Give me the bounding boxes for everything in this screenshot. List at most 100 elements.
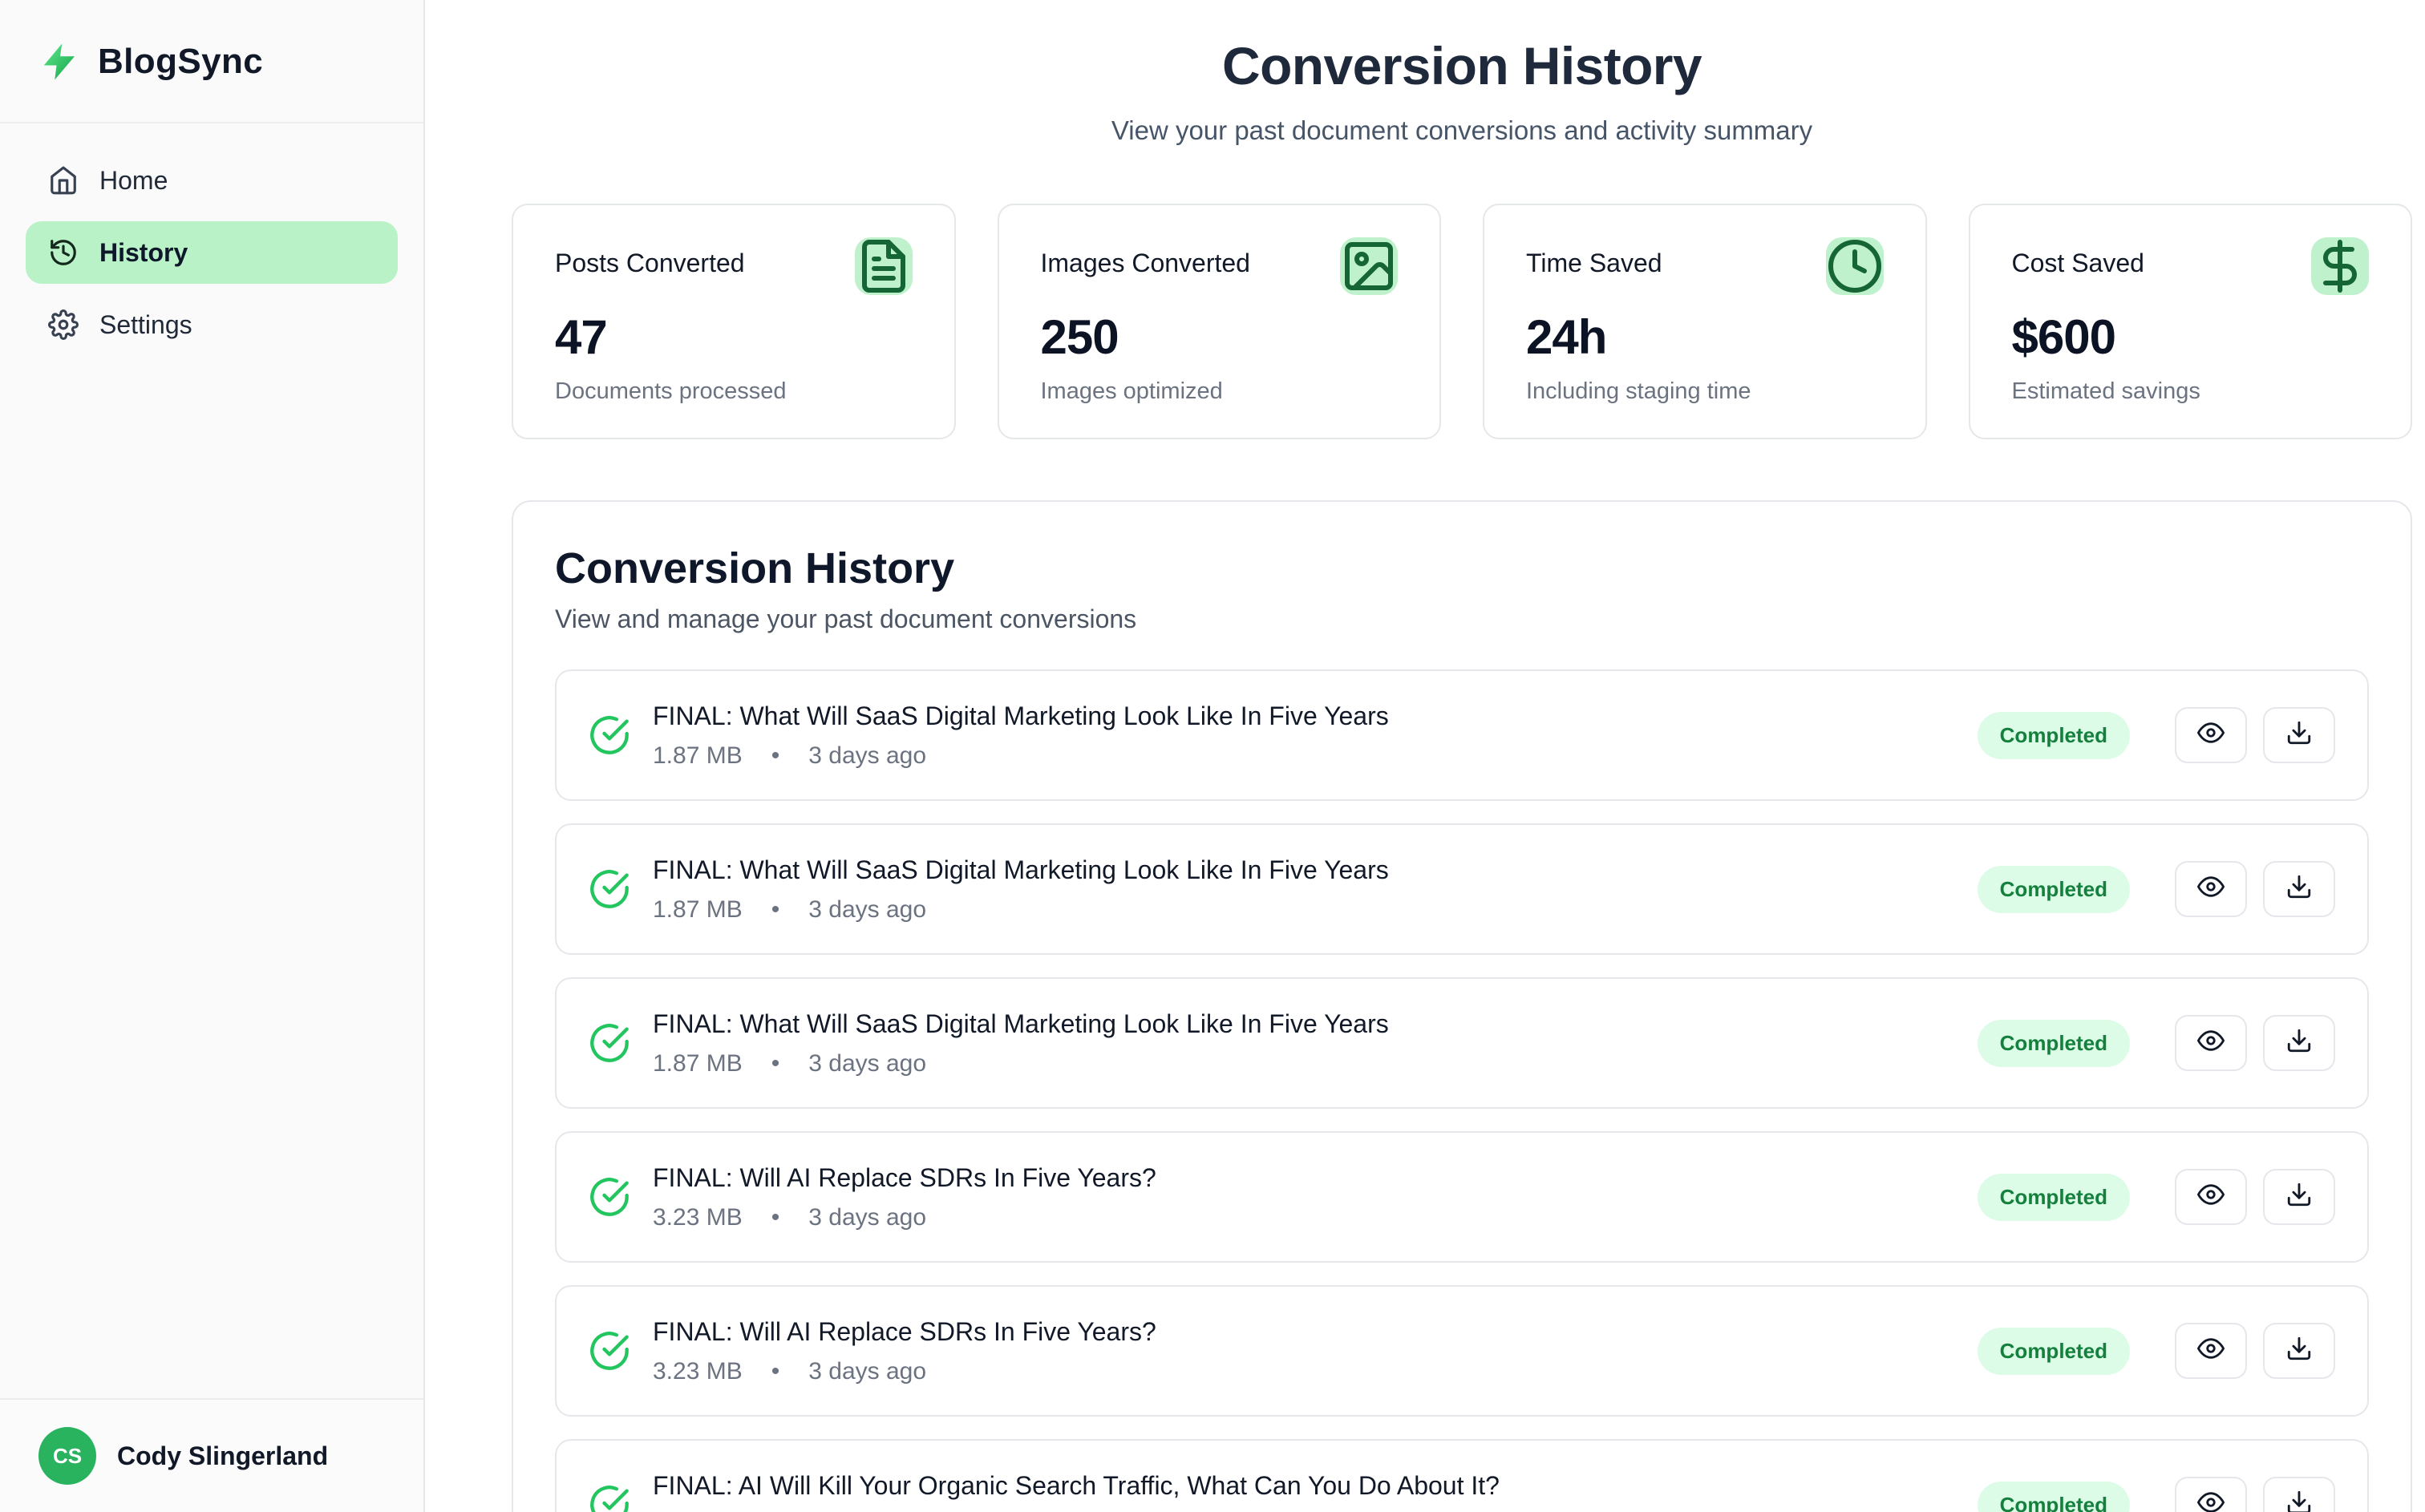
conversion-row: FINAL: What Will SaaS Digital Marketing … [555, 823, 2369, 955]
sidebar-item-label: Settings [99, 309, 192, 339]
download-icon [2285, 1027, 2313, 1060]
check-circle-icon [589, 1330, 630, 1372]
file-title: FINAL: What Will SaaS Digital Marketing … [653, 855, 1389, 884]
stat-label: Images Converted [1040, 249, 1250, 277]
panel-title: Conversion History [555, 544, 955, 592]
conversion-history-panel: Conversion History View and manage your … [512, 500, 2412, 1512]
download-icon [2285, 1335, 2313, 1368]
download-button[interactable] [2263, 1169, 2335, 1225]
conversion-row: FINAL: What Will SaaS Digital Marketing … [555, 669, 2369, 801]
settings-icon [48, 309, 79, 340]
file-time: 3 days ago [808, 1049, 927, 1077]
stat-label: Cost Saved [2011, 249, 2144, 277]
file-size: 1.87 MB [653, 1049, 743, 1077]
stat-card-posts-converted: Posts Converted 47 Documents processed [512, 204, 956, 439]
stat-value: 47 [555, 310, 608, 364]
sidebar-item-label: Home [99, 165, 168, 195]
file-time: 3 days ago [808, 742, 927, 769]
download-button[interactable] [2263, 707, 2335, 763]
user-name: Cody Slingerland [117, 1441, 329, 1470]
file-size: 1.87 MB [653, 895, 743, 923]
check-circle-icon [589, 1484, 630, 1512]
stat-label: Posts Converted [555, 249, 745, 277]
conversion-list: FINAL: What Will SaaS Digital Marketing … [555, 669, 2369, 1512]
clock-icon [1825, 237, 1884, 295]
file-title: FINAL: Will AI Replace SDRs In Five Year… [653, 1316, 1156, 1346]
stat-value: 24h [1526, 310, 1607, 364]
stat-description: Estimated savings [2011, 378, 2200, 404]
stats-row: Posts Converted 47 Documents processed I… [512, 204, 2412, 439]
download-button[interactable] [2263, 1477, 2335, 1512]
stat-description: Images optimized [1040, 378, 1223, 404]
conversion-row: FINAL: AI Will Kill Your Organic Search … [555, 1439, 2369, 1512]
sidebar-item-history[interactable]: History [26, 221, 398, 284]
stat-value: $600 [2011, 310, 2116, 364]
check-circle-icon [589, 1022, 630, 1064]
lightning-bolt-icon [38, 40, 82, 83]
view-button[interactable] [2175, 861, 2247, 917]
conversion-row: FINAL: What Will SaaS Digital Marketing … [555, 977, 2369, 1109]
sidebar-item-home[interactable]: Home [26, 149, 398, 212]
status-badge: Completed [1977, 1327, 2130, 1375]
view-button[interactable] [2175, 1477, 2247, 1512]
stat-card-time-saved: Time Saved 24h Including staging time [1483, 204, 1927, 439]
file-text-icon [854, 237, 913, 295]
file-time: 3 days ago [808, 1203, 927, 1231]
download-button[interactable] [2263, 1015, 2335, 1071]
page-subtitle: View your past document conversions and … [1111, 115, 1813, 145]
stat-label: Time Saved [1526, 249, 1662, 277]
view-button[interactable] [2175, 1323, 2247, 1379]
check-circle-icon [589, 1176, 630, 1218]
status-badge: Completed [1977, 1481, 2130, 1512]
file-size: 3.23 MB [653, 1357, 743, 1385]
eye-icon [2197, 1027, 2225, 1060]
file-time: 3 days ago [808, 1357, 927, 1385]
stat-card-cost-saved: Cost Saved $600 Estimated savings [1968, 204, 2412, 439]
download-icon [2285, 1181, 2313, 1214]
file-title: FINAL: What Will SaaS Digital Marketing … [653, 1009, 1389, 1038]
meta-bullet: • [771, 895, 780, 923]
download-icon [2285, 1489, 2313, 1512]
stat-card-images-converted: Images Converted 250 Images optimized [997, 204, 1441, 439]
meta-bullet: • [771, 1203, 780, 1231]
eye-icon [2197, 1181, 2225, 1214]
eye-icon [2197, 1335, 2225, 1368]
page-title: Conversion History [1222, 36, 1702, 95]
stat-description: Including staging time [1526, 378, 1751, 404]
app-logo: BlogSync [0, 0, 423, 123]
meta-bullet: • [771, 1357, 780, 1385]
download-button[interactable] [2263, 861, 2335, 917]
file-title: FINAL: AI Will Kill Your Organic Search … [653, 1470, 1500, 1500]
file-title: FINAL: What Will SaaS Digital Marketing … [653, 701, 1389, 730]
avatar: CS [38, 1427, 96, 1485]
stat-value: 250 [1040, 310, 1119, 364]
view-button[interactable] [2175, 1015, 2247, 1071]
meta-bullet: • [771, 1049, 780, 1077]
sidebar-item-settings[interactable]: Settings [26, 293, 398, 356]
view-button[interactable] [2175, 1169, 2247, 1225]
home-icon [48, 165, 79, 196]
check-circle-icon [589, 714, 630, 756]
eye-icon [2197, 719, 2225, 752]
status-badge: Completed [1977, 711, 2130, 759]
status-badge: Completed [1977, 1173, 2130, 1221]
status-badge: Completed [1977, 1019, 2130, 1067]
main-content: Conversion History View your past docume… [425, 0, 2425, 1512]
sidebar-nav: Home History Settings [0, 123, 423, 1398]
eye-icon [2197, 873, 2225, 906]
conversion-row: FINAL: Will AI Replace SDRs In Five Year… [555, 1285, 2369, 1417]
stat-description: Documents processed [555, 378, 787, 404]
eye-icon [2197, 1489, 2225, 1512]
file-size: 1.87 MB [653, 742, 743, 769]
dollar-icon [2311, 237, 2369, 295]
view-button[interactable] [2175, 707, 2247, 763]
file-size: 3.23 MB [653, 1203, 743, 1231]
download-icon [2285, 873, 2313, 906]
history-icon [48, 237, 79, 268]
status-badge: Completed [1977, 865, 2130, 913]
app-name: BlogSync [98, 42, 264, 81]
sidebar-item-label: History [99, 237, 188, 267]
conversion-row: FINAL: Will AI Replace SDRs In Five Year… [555, 1131, 2369, 1263]
download-button[interactable] [2263, 1323, 2335, 1379]
